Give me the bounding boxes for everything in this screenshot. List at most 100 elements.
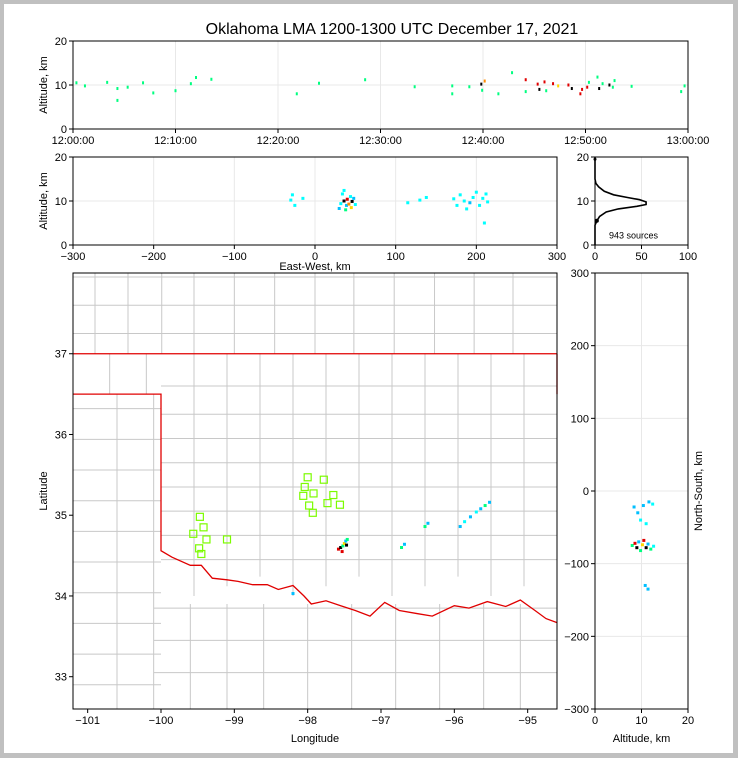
time-altitude-panel: 12:00:00 12:10:00 12:20:00 12:30:00 12:40:00…: [38, 36, 709, 147]
map-source-point: [340, 550, 344, 554]
time-source-point: [524, 90, 527, 94]
time-source-point: [195, 76, 197, 80]
ew-source-point: [337, 206, 341, 210]
ew-source-point: [458, 193, 462, 197]
map-source-point: [336, 547, 340, 551]
x-tick-label: −96: [445, 715, 464, 727]
y-axis-label: North-South, km: [693, 451, 705, 531]
y-axis-label: Latitude: [38, 471, 50, 510]
x-tick-label: 0: [312, 251, 318, 263]
time-source-point: [557, 84, 560, 88]
map-source-point: [341, 544, 345, 548]
x-tick-label: −95: [518, 715, 537, 727]
ns-source-point: [646, 542, 650, 546]
x-tick-label: 12:30:00: [359, 135, 402, 147]
profile-marker: [594, 218, 599, 223]
figure-frame: Oklahoma LMA 1200-1300 UTC December 17, …: [4, 4, 733, 753]
x-tick-label: 12:00:00: [52, 135, 95, 147]
lma-station: [299, 491, 308, 500]
profile-marker: [593, 157, 597, 161]
ew-source-point: [347, 202, 351, 206]
y-tick-label: 0: [583, 486, 589, 498]
x-tick-label: 10: [635, 715, 647, 727]
source-count: 943 sources: [609, 230, 659, 240]
y-tick-label: 35: [55, 510, 67, 522]
lma-station: [309, 489, 318, 498]
map-source-point: [400, 546, 404, 550]
y-axis-label: Altitude, km: [38, 56, 50, 113]
time-source-point: [106, 80, 109, 84]
y-tick-label: 33: [55, 672, 67, 684]
ew-source-point: [465, 207, 469, 211]
ns-source-point: [644, 546, 648, 550]
lma-station: [300, 482, 309, 492]
lma-station: [195, 512, 204, 521]
time-source-point: [581, 87, 584, 91]
time-source-point: [483, 79, 486, 83]
y-tick-label: −200: [564, 631, 589, 643]
ns-source-point: [633, 541, 637, 545]
time-source-point: [570, 87, 573, 91]
time-source-point: [468, 85, 471, 89]
state-borders: [73, 353, 558, 624]
lma-station: [195, 544, 204, 553]
ns-source-point: [632, 505, 636, 509]
lma-stations: [189, 473, 345, 559]
lma-station: [319, 475, 328, 484]
ns-source-point: [640, 543, 644, 547]
ns-source-point: [652, 544, 656, 548]
map-source-point: [345, 543, 349, 547]
ew-source-point: [424, 195, 428, 199]
x-tick-label: −200: [141, 251, 166, 263]
ns-source-point: [644, 522, 648, 526]
x-tick-label: −97: [372, 715, 391, 727]
map-source-point: [468, 515, 472, 519]
ns-source-point: [636, 511, 640, 515]
time-source-point: [543, 80, 546, 84]
y-tick-label: 36: [55, 429, 67, 441]
x-tick-label: 200: [467, 251, 485, 263]
y-tick-label: 100: [571, 413, 589, 425]
ns-source-point: [639, 549, 643, 553]
ns-source-point: [651, 502, 655, 506]
map-source-point: [483, 504, 487, 508]
ew-source-point: [452, 197, 456, 201]
time-source-point: [567, 83, 570, 87]
lma-station: [335, 500, 345, 509]
map-source-point: [458, 525, 462, 529]
time-source-point: [318, 81, 320, 85]
ew-altitude-panel: −300 −200 −100 0 100 200 300 0 10 20 East-West, km…: [38, 152, 566, 273]
lma-station: [189, 529, 198, 538]
x-tick-label: 12:10:00: [154, 135, 197, 147]
county-borders: [72, 273, 557, 709]
time-source-point: [116, 98, 119, 102]
x-tick-label: 0: [592, 715, 598, 727]
x-tick-label: −100: [222, 251, 247, 263]
x-axis-label: Longitude: [291, 733, 339, 745]
lma-station: [308, 508, 317, 517]
x-tick-label: 100: [679, 251, 697, 263]
altitude-histogram-panel: 0 50 100 0 10 20 943 sources: [577, 152, 697, 263]
time-source-point: [611, 85, 614, 89]
time-source-point: [680, 90, 683, 94]
source-points: [291, 500, 492, 596]
map-source-point: [342, 541, 346, 545]
ew-source-point: [293, 203, 297, 207]
ns-source-point: [635, 546, 639, 550]
plan-view-panel: −101 −100 −99 −98 −97 −96 −95 33 34 35 36 37 Longitu…: [38, 272, 558, 745]
lma-station: [329, 490, 338, 500]
time-source-point: [142, 81, 145, 85]
y-tick-label: 0: [61, 124, 67, 136]
ew-source-point: [353, 203, 357, 207]
map-source-point: [479, 507, 483, 511]
y-tick-label: 20: [577, 152, 589, 164]
ns-source-point: [649, 547, 653, 551]
time-source-point: [75, 81, 78, 85]
x-tick-label: 20: [682, 715, 694, 727]
ns-source-point: [630, 544, 634, 547]
ew-source-point: [455, 203, 459, 207]
ew-source-point: [484, 192, 488, 196]
map-source-point: [402, 542, 406, 546]
y-tick-label: 10: [55, 196, 67, 208]
time-source-point: [596, 75, 599, 79]
